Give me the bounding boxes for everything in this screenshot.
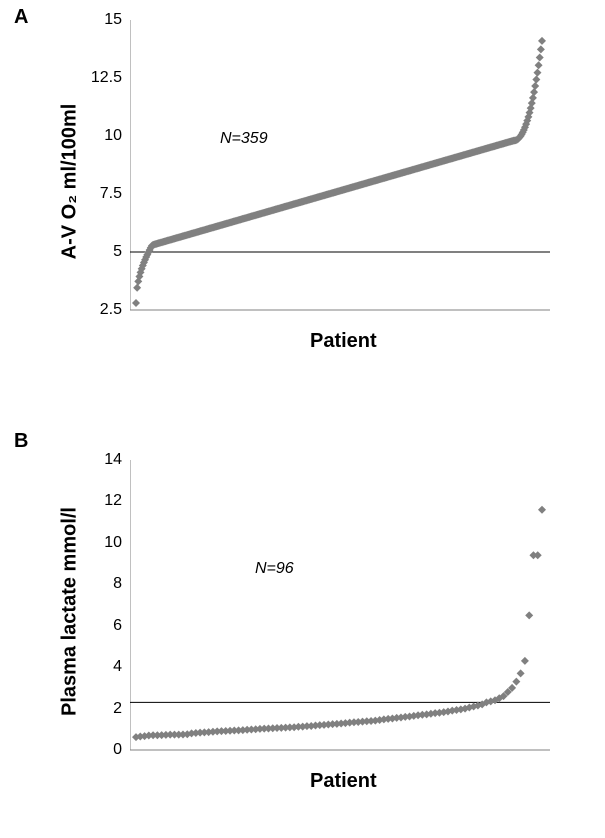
panel-b-plot [130, 460, 550, 770]
ytick-label: 7.5 [82, 185, 122, 203]
ytick-label: 12 [82, 492, 122, 510]
panel-a-svg [130, 20, 550, 330]
ytick-label: 12.5 [82, 69, 122, 87]
panel-b-label: B [14, 430, 28, 453]
ytick-label: 2.5 [82, 301, 122, 319]
ytick-label: 10 [82, 534, 122, 552]
panel-a-xlabel: Patient [310, 330, 377, 353]
panel-a-annotation: N=359 [220, 130, 268, 148]
ytick-label: 6 [82, 617, 122, 635]
ytick-label: 15 [82, 11, 122, 29]
ytick-label: 5 [82, 243, 122, 261]
panel-a-ylabel: A-V O₂ ml/100ml [59, 82, 82, 282]
panel-b-svg [130, 460, 550, 770]
panel-a-label: A [14, 6, 28, 29]
ytick-label: 10 [82, 127, 122, 145]
ytick-label: 14 [82, 451, 122, 469]
panel-a-plot [130, 20, 550, 330]
ytick-label: 0 [82, 741, 122, 759]
ytick-label: 2 [82, 700, 122, 718]
panel-b-ylabel: Plasma lactate mmol/l [59, 502, 82, 722]
panel-b-annotation: N=96 [255, 560, 294, 578]
ytick-label: 4 [82, 658, 122, 676]
panel-b-xlabel: Patient [310, 770, 377, 793]
ytick-label: 8 [82, 575, 122, 593]
page: { "panelA": { "label": "A", "ylabel": "A… [0, 0, 605, 838]
